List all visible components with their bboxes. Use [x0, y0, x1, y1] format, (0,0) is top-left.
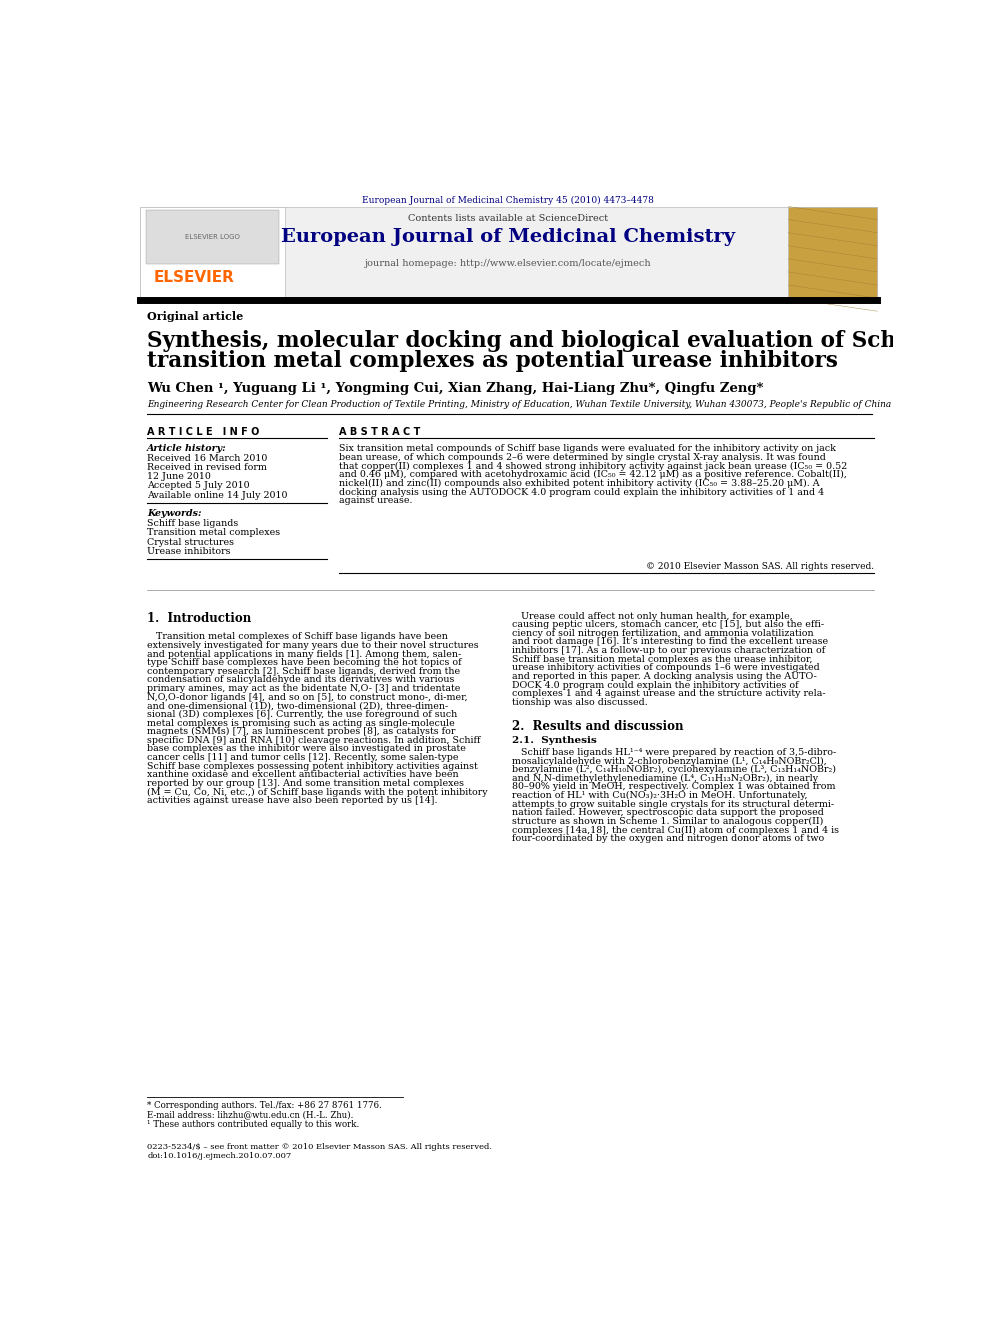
- Text: attempts to grow suitable single crystals for its structural determi-: attempts to grow suitable single crystal…: [512, 799, 833, 808]
- Text: and N,N-dimethylethylenediamine (L⁴, C₁₁H₁₃N₂OBr₂), in nearly: and N,N-dimethylethylenediamine (L⁴, C₁₁…: [512, 774, 817, 783]
- Text: Received 16 March 2010: Received 16 March 2010: [147, 454, 268, 463]
- Text: specific DNA [9] and RNA [10] cleavage reactions. In addition, Schiff: specific DNA [9] and RNA [10] cleavage r…: [147, 736, 481, 745]
- Text: E-mail address: lihzhu@wtu.edu.cn (H.-L. Zhu).: E-mail address: lihzhu@wtu.edu.cn (H.-L.…: [147, 1110, 353, 1119]
- Text: contemporary research [2]. Schiff base ligands, derived from the: contemporary research [2]. Schiff base l…: [147, 667, 460, 676]
- Text: Contents lists available at ScienceDirect: Contents lists available at ScienceDirec…: [409, 214, 608, 224]
- Text: 0223-5234/$ – see front matter © 2010 Elsevier Masson SAS. All rights reserved.: 0223-5234/$ – see front matter © 2010 El…: [147, 1143, 492, 1151]
- Text: structure as shown in Scheme 1. Similar to analogous copper(II): structure as shown in Scheme 1. Similar …: [512, 818, 823, 826]
- Text: reported by our group [13]. And some transition metal complexes: reported by our group [13]. And some tra…: [147, 779, 464, 789]
- Text: nation failed. However, spectroscopic data support the proposed: nation failed. However, spectroscopic da…: [512, 808, 823, 818]
- Text: Transition metal complexes of Schiff base ligands have been: Transition metal complexes of Schiff bas…: [147, 632, 448, 642]
- Text: Keywords:: Keywords:: [147, 509, 201, 519]
- Text: magnets (SMMs) [7], as luminescent probes [8], as catalysts for: magnets (SMMs) [7], as luminescent probe…: [147, 728, 455, 737]
- Text: that copper(II) complexes 1 and 4 showed strong inhibitory activity against jack: that copper(II) complexes 1 and 4 showed…: [339, 462, 848, 471]
- Text: Accepted 5 July 2010: Accepted 5 July 2010: [147, 482, 250, 491]
- Text: and reported in this paper. A docking analysis using the AUTO-: and reported in this paper. A docking an…: [512, 672, 816, 681]
- Text: Article history:: Article history:: [147, 443, 227, 452]
- Text: complexes 1 and 4 against urease and the structure activity rela-: complexes 1 and 4 against urease and the…: [512, 689, 825, 699]
- Text: ELSEVIER: ELSEVIER: [154, 270, 234, 286]
- Text: Urease could affect not only human health, for example,: Urease could affect not only human healt…: [512, 611, 793, 620]
- Text: ¹ These authors contributed equally to this work.: ¹ These authors contributed equally to t…: [147, 1119, 359, 1129]
- Text: Received in revised form: Received in revised form: [147, 463, 267, 472]
- Text: and one-dimensional (1D), two-dimensional (2D), three-dimen-: and one-dimensional (1D), two-dimensiona…: [147, 701, 448, 710]
- Text: Schiff base complexes possessing potent inhibitory activities against: Schiff base complexes possessing potent …: [147, 762, 478, 771]
- Text: Engineering Research Center for Clean Production of Textile Printing, Ministry o: Engineering Research Center for Clean Pr…: [147, 400, 892, 409]
- Text: primary amines, may act as the bidentate N,O- [3] and tridentate: primary amines, may act as the bidentate…: [147, 684, 460, 693]
- Text: complexes [14a,18], the central Cu(II) atom of complexes 1 and 4 is: complexes [14a,18], the central Cu(II) a…: [512, 826, 838, 835]
- Text: Six transition metal compounds of Schiff base ligands were evaluated for the inh: Six transition metal compounds of Schiff…: [339, 445, 836, 454]
- Text: four-coordinated by the oxygen and nitrogen donor atoms of two: four-coordinated by the oxygen and nitro…: [512, 835, 823, 843]
- Text: benzylamine (L², C₁₄H₁₀NOBr₂), cyclohexylamine (L³, C₁₃H₁₄NOBr₂): benzylamine (L², C₁₄H₁₀NOBr₂), cyclohexy…: [512, 765, 835, 774]
- Text: transition metal complexes as potential urease inhibitors: transition metal complexes as potential …: [147, 349, 838, 372]
- Text: and potential applications in many fields [1]. Among them, salen-: and potential applications in many field…: [147, 650, 461, 659]
- Text: base complexes as the inhibitor were also investigated in prostate: base complexes as the inhibitor were als…: [147, 745, 466, 753]
- Text: mosalicylaldehyde with 2-chlorobenzylamine (L¹, C₁₄H₉NOBr₂Cl),: mosalicylaldehyde with 2-chlorobenzylami…: [512, 757, 826, 766]
- Text: type Schiff base complexes have been becoming the hot topics of: type Schiff base complexes have been bec…: [147, 658, 462, 667]
- Text: European Journal of Medicinal Chemistry 45 (2010) 4473–4478: European Journal of Medicinal Chemistry …: [362, 196, 655, 205]
- Text: 2.1.  Synthesis: 2.1. Synthesis: [512, 736, 596, 745]
- Text: Synthesis, molecular docking and biological evaluation of Schiff base: Synthesis, molecular docking and biologi…: [147, 329, 985, 352]
- Text: Crystal structures: Crystal structures: [147, 537, 234, 546]
- Text: A R T I C L E   I N F O: A R T I C L E I N F O: [147, 427, 260, 437]
- Bar: [789, 206, 877, 298]
- Text: tionship was also discussed.: tionship was also discussed.: [512, 697, 647, 706]
- Text: condensation of salicylaldehyde and its derivatives with various: condensation of salicylaldehyde and its …: [147, 676, 454, 684]
- Text: © 2010 Elsevier Masson SAS. All rights reserved.: © 2010 Elsevier Masson SAS. All rights r…: [646, 562, 874, 572]
- Text: * Corresponding authors. Tel./fax: +86 27 8761 1776.: * Corresponding authors. Tel./fax: +86 2…: [147, 1101, 382, 1110]
- Text: 2.  Results and discussion: 2. Results and discussion: [512, 720, 683, 733]
- Text: urease inhibitory activities of compounds 1–6 were investigated: urease inhibitory activities of compound…: [512, 663, 819, 672]
- Bar: [146, 210, 279, 265]
- Text: and 0.46 μM), compared with acetohydroxamic acid (IC₅₀ = 42.12 μM) as a positive: and 0.46 μM), compared with acetohydroxa…: [339, 470, 847, 479]
- Text: inhibitors [17]. As a follow-up to our previous characterization of: inhibitors [17]. As a follow-up to our p…: [512, 646, 824, 655]
- Text: (M = Cu, Co, Ni, etc.,) of Schiff base ligands with the potent inhibitory: (M = Cu, Co, Ni, etc.,) of Schiff base l…: [147, 787, 488, 796]
- Text: metal complexes is promising such as acting as single-molecule: metal complexes is promising such as act…: [147, 718, 455, 728]
- Text: European Journal of Medicinal Chemistry: European Journal of Medicinal Chemistry: [282, 228, 735, 246]
- Text: 12 June 2010: 12 June 2010: [147, 472, 211, 482]
- Text: A B S T R A C T: A B S T R A C T: [339, 427, 421, 437]
- Text: journal homepage: http://www.elsevier.com/locate/ejmech: journal homepage: http://www.elsevier.co…: [365, 259, 652, 267]
- Text: docking analysis using the AUTODOCK 4.0 program could explain the inhibitory act: docking analysis using the AUTODOCK 4.0 …: [339, 488, 824, 496]
- Text: causing peptic ulcers, stomach cancer, etc [15], but also the effi-: causing peptic ulcers, stomach cancer, e…: [512, 620, 823, 630]
- Text: 80–90% yield in MeOH, respectively. Complex 1 was obtained from: 80–90% yield in MeOH, respectively. Comp…: [512, 782, 835, 791]
- Text: Original article: Original article: [147, 311, 243, 323]
- Text: bean urease, of which compounds 2–6 were determined by single crystal X-ray anal: bean urease, of which compounds 2–6 were…: [339, 452, 826, 462]
- Text: Schiff base ligands: Schiff base ligands: [147, 519, 238, 528]
- Text: N,O,O-donor ligands [4], and so on [5], to construct mono-, di-mer,: N,O,O-donor ligands [4], and so on [5], …: [147, 693, 468, 701]
- Text: against urease.: against urease.: [339, 496, 413, 505]
- Text: cancer cells [11] and tumor cells [12]. Recently, some salen-type: cancer cells [11] and tumor cells [12]. …: [147, 753, 458, 762]
- Text: sional (3D) complexes [6]. Currently, the use foreground of such: sional (3D) complexes [6]. Currently, th…: [147, 710, 457, 720]
- Text: Transition metal complexes: Transition metal complexes: [147, 528, 281, 537]
- Text: DOCK 4.0 program could explain the inhibitory activities of: DOCK 4.0 program could explain the inhib…: [512, 680, 799, 689]
- Text: Available online 14 July 2010: Available online 14 July 2010: [147, 491, 288, 500]
- Text: Schiff base ligands HL¹⁻⁴ were prepared by reaction of 3,5-dibro-: Schiff base ligands HL¹⁻⁴ were prepared …: [512, 747, 835, 757]
- Text: doi:10.1016/j.ejmech.2010.07.007: doi:10.1016/j.ejmech.2010.07.007: [147, 1152, 292, 1160]
- Text: ELSEVIER LOGO: ELSEVIER LOGO: [185, 234, 240, 241]
- Text: and root damage [16]. It’s interesting to find the excellent urease: and root damage [16]. It’s interesting t…: [512, 638, 827, 647]
- Text: extensively investigated for many years due to their novel structures: extensively investigated for many years …: [147, 640, 479, 650]
- Bar: [140, 206, 877, 298]
- Text: reaction of HL¹ with Cu(NO₃)₂·3H₂O in MeOH. Unfortunately,: reaction of HL¹ with Cu(NO₃)₂·3H₂O in Me…: [512, 791, 807, 800]
- Text: ciency of soil nitrogen fertilization, and ammonia volatilization: ciency of soil nitrogen fertilization, a…: [512, 628, 813, 638]
- Text: 1.  Introduction: 1. Introduction: [147, 611, 252, 624]
- Text: activities against urease have also been reported by us [14].: activities against urease have also been…: [147, 796, 437, 806]
- Text: Wu Chen ¹, Yuguang Li ¹, Yongming Cui, Xian Zhang, Hai-Liang Zhu*, Qingfu Zeng*: Wu Chen ¹, Yuguang Li ¹, Yongming Cui, X…: [147, 382, 764, 396]
- Text: Schiff base transition metal complexes as the urease inhibitor,: Schiff base transition metal complexes a…: [512, 655, 812, 664]
- Text: nickel(II) and zinc(II) compounds also exhibited potent inhibitory activity (IC₅: nickel(II) and zinc(II) compounds also e…: [339, 479, 820, 488]
- Text: Urease inhibitors: Urease inhibitors: [147, 546, 231, 556]
- Text: xanthine oxidase and excellent antibacterial activities have been: xanthine oxidase and excellent antibacte…: [147, 770, 459, 779]
- Bar: [140, 206, 286, 298]
